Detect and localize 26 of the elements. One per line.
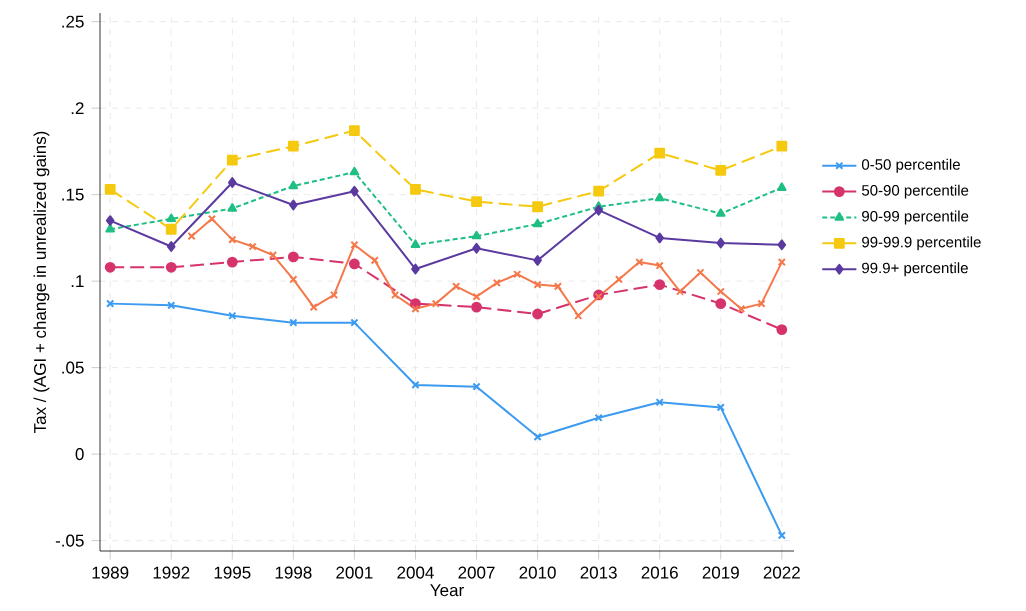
y-tick-label: .1 bbox=[71, 275, 84, 287]
y-tick-label: .15 bbox=[62, 188, 84, 201]
legend-label: 99.9+ percentile bbox=[862, 262, 968, 277]
x-tick-label: 1998 bbox=[275, 566, 312, 579]
x-tick-label: 2022 bbox=[763, 566, 800, 579]
legend-label: 99-99.9 percentile bbox=[862, 236, 981, 251]
x-tick-label: 2016 bbox=[641, 566, 678, 579]
y-tick-label: -.05 bbox=[55, 534, 84, 547]
x-tick-label: 2007 bbox=[458, 566, 495, 579]
y-tick-label: .05 bbox=[62, 361, 84, 374]
y-axis-title: Tax / (AGI + change in unrealized gains) bbox=[33, 131, 50, 434]
x-tick-label: 1989 bbox=[92, 566, 129, 579]
legend-label: 90-99 percentile bbox=[862, 210, 969, 225]
x-tick-label: 2001 bbox=[336, 566, 373, 579]
legend-label: 50-90 percentile bbox=[861, 184, 969, 199]
x-axis-title: Year bbox=[430, 584, 464, 597]
x-tick-label: 1995 bbox=[214, 566, 251, 579]
x-tick-label: 2019 bbox=[702, 566, 739, 579]
x-tick-label: 2010 bbox=[519, 566, 556, 579]
x-tick-label: 2013 bbox=[580, 566, 617, 579]
legend-label: 0-50 percentile bbox=[861, 158, 960, 173]
y-tick-label: .25 bbox=[62, 15, 84, 28]
x-tick-label: 1992 bbox=[153, 566, 190, 579]
y-tick-label: 0 bbox=[75, 448, 84, 461]
y-tick-label: .2 bbox=[71, 102, 84, 115]
x-tick-label: 2004 bbox=[397, 566, 434, 579]
